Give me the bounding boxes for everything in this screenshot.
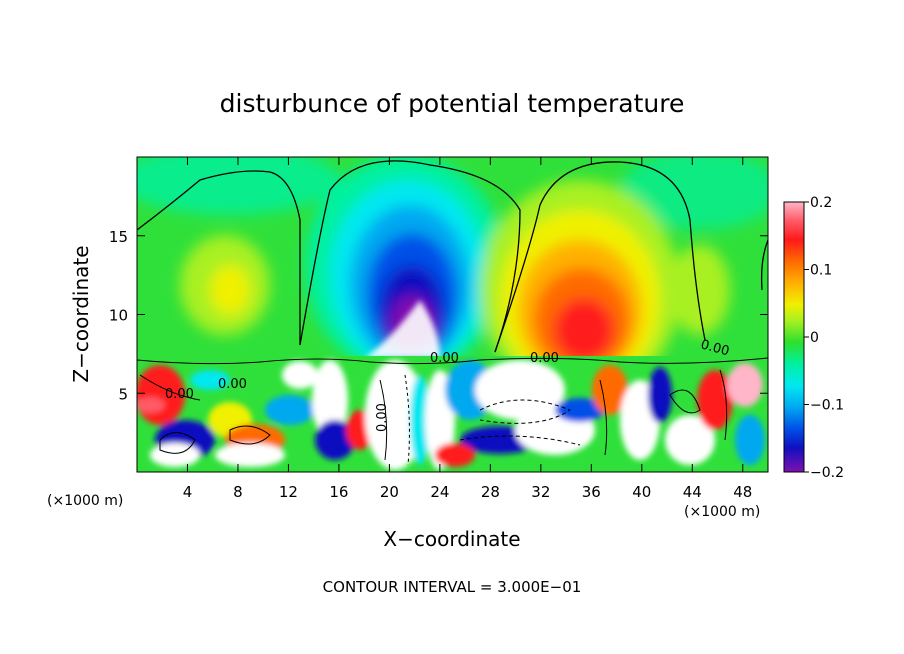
y-ticks: 5 10 15: [109, 228, 768, 403]
colorbar-tick-label: −0.1: [810, 398, 844, 414]
x-tick-label: 44: [683, 483, 702, 501]
x-tick-label: 36: [582, 483, 601, 501]
contour-lines: [137, 160, 768, 353]
x-tick-label: 28: [481, 483, 500, 501]
colorbar-scale: [783, 201, 805, 473]
contour-labels: 0.00 0.00 0.00 0.00 0.00 0.00: [165, 337, 731, 432]
contour-label: 0.00: [218, 377, 247, 392]
x-tick-label: 24: [430, 483, 449, 501]
x-unit-left: (×1000 m): [47, 493, 123, 509]
x-tick-label: 8: [233, 483, 243, 501]
x-tick-label: 4: [183, 483, 193, 501]
contour-label: 0.00: [375, 403, 390, 432]
x-tick-label: 48: [733, 483, 752, 501]
colorbar-ticks: 0.2 0.1 0 −0.1 −0.2: [804, 195, 844, 481]
x-tick-label: 20: [380, 483, 399, 501]
x-axis-label: X−coordinate: [383, 527, 520, 551]
contour-interval-note: CONTOUR INTERVAL = 3.000E−01: [323, 578, 582, 596]
colorbar-tick-label: 0: [810, 330, 819, 346]
x-tick-label: 12: [279, 483, 298, 501]
y-tick-label: 15: [109, 228, 128, 246]
y-axis-label: Z−coordinate: [69, 245, 93, 382]
colorbar-tick-label: −0.2: [810, 465, 844, 481]
x-tick-label: 16: [329, 483, 348, 501]
colorbar-tick-label: 0.1: [810, 263, 832, 279]
colorbar-tick-label: 0.2: [810, 195, 832, 211]
colorbar: 0.2 0.1 0 −0.1 −0.2: [783, 195, 844, 481]
white-plume: [365, 300, 440, 358]
y-tick-label: 10: [109, 307, 128, 325]
x-unit-right: (×1000 m): [684, 504, 760, 520]
plot-area: [137, 157, 768, 472]
x-ticks: 4 8 12 16 20 24 28 32 36 40 44 48: [183, 157, 752, 501]
y-tick-label: 5: [118, 385, 128, 403]
x-tick-label: 32: [531, 483, 550, 501]
upper-field: [137, 157, 768, 400]
x-tick-label: 40: [632, 483, 651, 501]
contour-label: 0.00: [530, 351, 559, 366]
chart-title: disturbunce of potential temperature: [220, 89, 685, 118]
contour-label: 0.00: [699, 337, 731, 359]
contour-label: 0.00: [430, 351, 459, 366]
lower-field: [137, 356, 768, 472]
contour-label: 0.00: [165, 387, 194, 402]
